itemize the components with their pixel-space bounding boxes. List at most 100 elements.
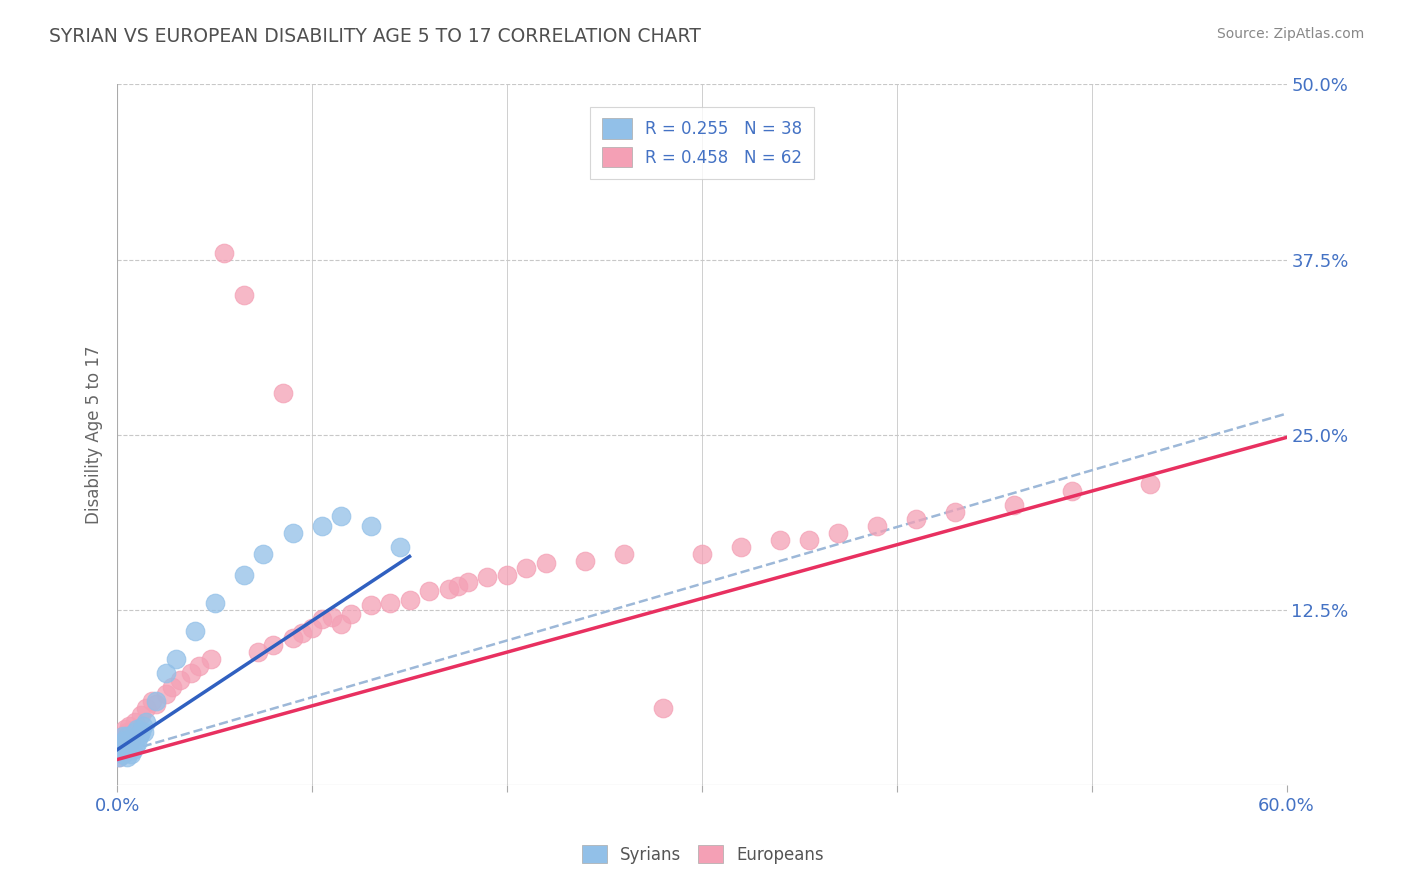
- Point: [651, 700, 673, 714]
- Point: [112, 739, 135, 753]
- Point: [905, 511, 928, 525]
- Point: [866, 518, 889, 533]
- Point: [169, 673, 191, 687]
- Point: [204, 596, 226, 610]
- Point: [114, 733, 136, 747]
- Point: [311, 612, 333, 626]
- Y-axis label: Disability Age 5 to 17: Disability Age 5 to 17: [86, 345, 103, 524]
- Point: [129, 724, 152, 739]
- Point: [124, 739, 146, 753]
- Point: [827, 525, 849, 540]
- Point: [112, 747, 135, 761]
- Point: [281, 525, 304, 540]
- Point: [496, 567, 519, 582]
- Point: [108, 749, 131, 764]
- Point: [262, 638, 284, 652]
- Point: [118, 743, 141, 757]
- Point: [145, 694, 167, 708]
- Point: [271, 385, 294, 400]
- Point: [184, 624, 207, 638]
- Point: [115, 724, 138, 739]
- Point: [118, 736, 141, 750]
- Point: [340, 607, 363, 621]
- Point: [232, 287, 254, 301]
- Point: [1139, 476, 1161, 491]
- Point: [120, 736, 142, 750]
- Point: [120, 733, 142, 747]
- Point: [121, 731, 143, 746]
- Point: [388, 540, 411, 554]
- Point: [246, 645, 269, 659]
- Text: SYRIAN VS EUROPEAN DISABILITY AGE 5 TO 17 CORRELATION CHART: SYRIAN VS EUROPEAN DISABILITY AGE 5 TO 1…: [49, 27, 702, 45]
- Point: [447, 579, 470, 593]
- Point: [135, 714, 157, 729]
- Point: [398, 593, 420, 607]
- Point: [360, 599, 382, 613]
- Point: [165, 651, 187, 665]
- Point: [141, 694, 163, 708]
- Legend: R = 0.255   N = 38, R = 0.458   N = 62: R = 0.255 N = 38, R = 0.458 N = 62: [591, 107, 814, 179]
- Point: [769, 533, 792, 547]
- Point: [118, 719, 141, 733]
- Point: [690, 547, 713, 561]
- Point: [160, 680, 183, 694]
- Point: [124, 724, 146, 739]
- Point: [730, 540, 752, 554]
- Point: [115, 749, 138, 764]
- Point: [574, 554, 596, 568]
- Point: [129, 707, 152, 722]
- Point: [114, 739, 136, 753]
- Point: [180, 665, 202, 680]
- Point: [120, 747, 142, 761]
- Point: [311, 518, 333, 533]
- Point: [155, 665, 177, 680]
- Point: [188, 658, 211, 673]
- Point: [155, 687, 177, 701]
- Point: [291, 626, 314, 640]
- Point: [1002, 498, 1025, 512]
- Point: [281, 631, 304, 645]
- Point: [943, 505, 966, 519]
- Point: [252, 547, 274, 561]
- Point: [145, 697, 167, 711]
- Point: [418, 584, 440, 599]
- Point: [534, 557, 557, 571]
- Point: [321, 609, 343, 624]
- Point: [437, 582, 460, 596]
- Point: [360, 518, 382, 533]
- Point: [135, 700, 157, 714]
- Point: [131, 719, 153, 733]
- Point: [114, 743, 136, 757]
- Point: [110, 743, 132, 757]
- Point: [457, 574, 479, 589]
- Point: [125, 736, 148, 750]
- Point: [110, 736, 132, 750]
- Text: Source: ZipAtlas.com: Source: ZipAtlas.com: [1216, 27, 1364, 41]
- Legend: Syrians, Europeans: Syrians, Europeans: [575, 838, 831, 871]
- Point: [613, 547, 636, 561]
- Point: [515, 560, 537, 574]
- Point: [128, 729, 150, 743]
- Point: [214, 245, 236, 260]
- Point: [115, 743, 138, 757]
- Point: [112, 729, 135, 743]
- Point: [200, 651, 222, 665]
- Point: [301, 621, 323, 635]
- Point: [124, 714, 146, 729]
- Point: [118, 733, 141, 747]
- Point: [110, 736, 132, 750]
- Point: [115, 739, 138, 753]
- Point: [108, 749, 131, 764]
- Point: [114, 722, 136, 736]
- Point: [1062, 483, 1084, 498]
- Point: [125, 722, 148, 736]
- Point: [378, 596, 401, 610]
- Point: [330, 508, 353, 523]
- Point: [112, 729, 135, 743]
- Point: [330, 616, 353, 631]
- Point: [477, 570, 499, 584]
- Point: [134, 724, 156, 739]
- Point: [121, 743, 143, 757]
- Point: [125, 722, 148, 736]
- Point: [110, 743, 132, 757]
